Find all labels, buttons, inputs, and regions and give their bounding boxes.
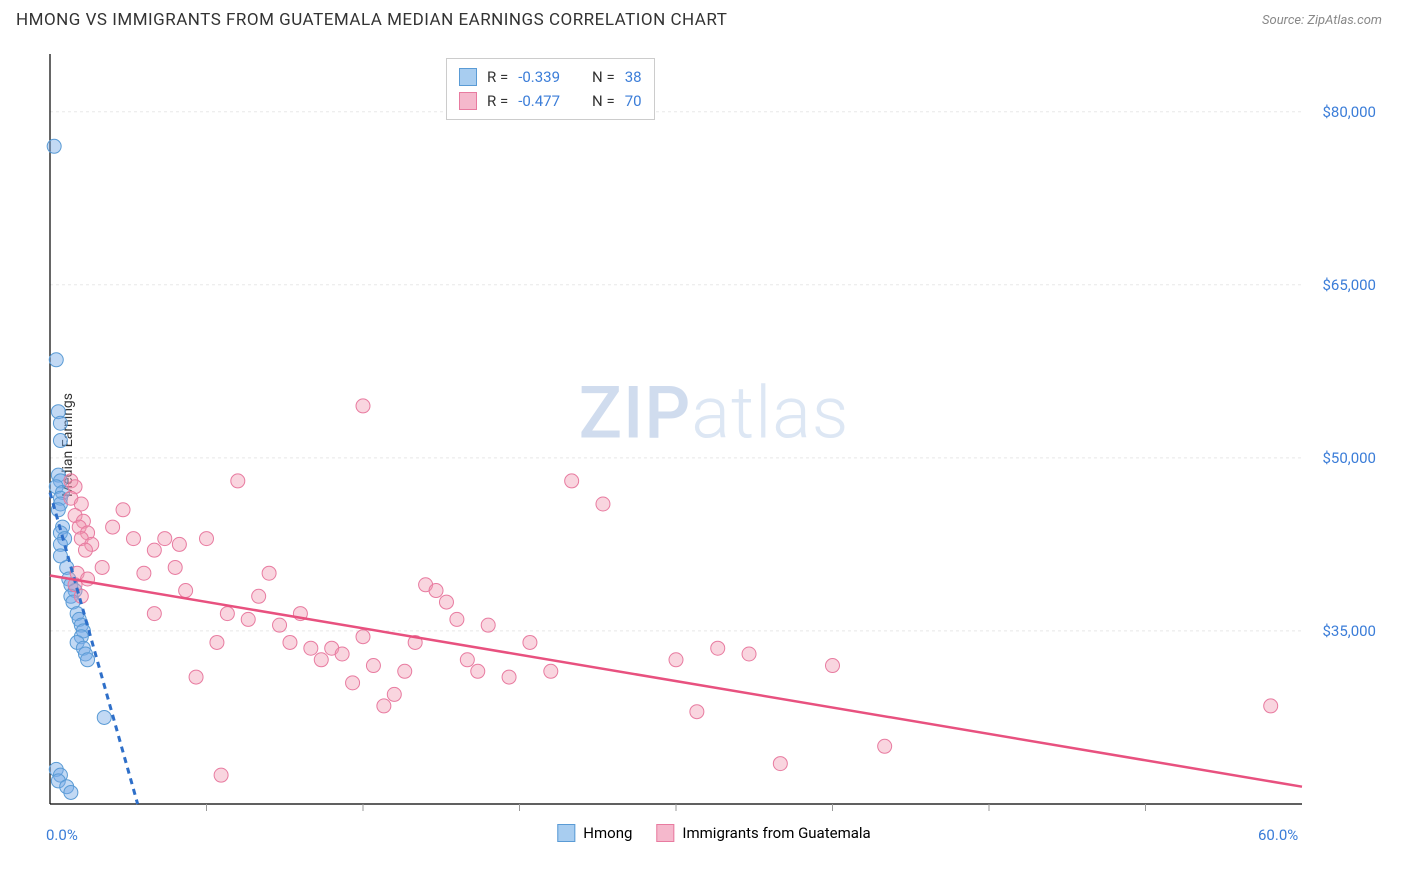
series-legend: Hmong Immigrants from Guatemala — [557, 824, 870, 842]
legend-series-item: Immigrants from Guatemala — [656, 824, 870, 842]
data-point — [78, 543, 92, 557]
data-point — [481, 618, 495, 632]
legend-swatch — [656, 824, 674, 842]
chart-container: Median Earnings ZIPatlas R = -0.339 N = … — [46, 50, 1382, 840]
data-point — [690, 705, 704, 719]
data-point — [523, 635, 537, 649]
data-point — [398, 664, 412, 678]
data-point — [200, 532, 214, 546]
r-value: -0.477 — [518, 92, 560, 110]
data-point — [47, 139, 61, 153]
legend-swatch — [459, 68, 477, 86]
n-label: N = — [592, 92, 615, 110]
data-point — [214, 768, 228, 782]
data-point — [304, 641, 318, 655]
data-point — [565, 474, 579, 488]
data-point — [210, 635, 224, 649]
data-point — [231, 474, 245, 488]
y-tick-label: $65,000 — [1322, 276, 1376, 294]
data-point — [878, 739, 892, 753]
data-point — [439, 595, 453, 609]
data-point — [220, 607, 234, 621]
data-point — [314, 653, 328, 667]
legend-swatch — [459, 92, 477, 110]
data-point — [335, 647, 349, 661]
data-point — [97, 710, 111, 724]
data-point — [172, 537, 186, 551]
data-point — [429, 584, 443, 598]
data-point — [460, 653, 474, 667]
legend-series-item: Hmong — [557, 824, 632, 842]
data-point — [450, 612, 464, 626]
n-label: N = — [592, 68, 615, 86]
scatter-plot — [46, 50, 1382, 840]
data-point — [356, 399, 370, 413]
data-point — [1264, 699, 1278, 713]
data-point — [669, 653, 683, 667]
legend-correlation-row: R = -0.477 N = 70 — [459, 89, 642, 113]
x-tick-label: 0.0% — [46, 826, 78, 844]
data-point — [262, 566, 276, 580]
data-point — [241, 612, 255, 626]
data-point — [53, 416, 67, 430]
data-point — [147, 543, 161, 557]
r-label: R = — [487, 92, 508, 110]
data-point — [366, 659, 380, 673]
legend-swatch — [557, 824, 575, 842]
data-point — [106, 520, 120, 534]
y-tick-label: $80,000 — [1322, 103, 1376, 121]
data-point — [64, 785, 78, 799]
chart-title: HMONG VS IMMIGRANTS FROM GUATEMALA MEDIA… — [16, 10, 727, 30]
data-point — [742, 647, 756, 661]
n-value: 38 — [625, 68, 642, 86]
data-point — [116, 503, 130, 517]
data-point — [49, 353, 63, 367]
legend-series-label: Immigrants from Guatemala — [682, 824, 870, 842]
data-point — [377, 699, 391, 713]
data-point — [147, 607, 161, 621]
n-value: 70 — [625, 92, 642, 110]
data-point — [252, 589, 266, 603]
data-point — [711, 641, 725, 655]
data-point — [189, 670, 203, 684]
data-point — [387, 687, 401, 701]
data-point — [168, 560, 182, 574]
data-point — [596, 497, 610, 511]
data-point — [544, 664, 558, 678]
data-point — [126, 532, 140, 546]
x-tick-label: 60.0% — [1258, 826, 1298, 844]
data-point — [137, 566, 151, 580]
data-point — [179, 584, 193, 598]
data-point — [826, 659, 840, 673]
data-point — [273, 618, 287, 632]
data-point — [356, 630, 370, 644]
y-tick-label: $35,000 — [1322, 622, 1376, 640]
r-label: R = — [487, 68, 508, 86]
data-point — [773, 757, 787, 771]
data-point — [53, 434, 67, 448]
data-point — [81, 653, 95, 667]
data-point — [346, 676, 360, 690]
source-attribution: Source: ZipAtlas.com — [1262, 13, 1382, 28]
correlation-legend: R = -0.339 N = 38 R = -0.477 N = 70 — [446, 58, 655, 120]
y-tick-label: $50,000 — [1322, 449, 1376, 467]
data-point — [283, 635, 297, 649]
data-point — [158, 532, 172, 546]
data-point — [95, 560, 109, 574]
data-point — [502, 670, 516, 684]
data-point — [471, 664, 485, 678]
legend-series-label: Hmong — [583, 824, 632, 842]
legend-correlation-row: R = -0.339 N = 38 — [459, 65, 642, 89]
r-value: -0.339 — [518, 68, 560, 86]
trend-line — [50, 576, 1302, 787]
